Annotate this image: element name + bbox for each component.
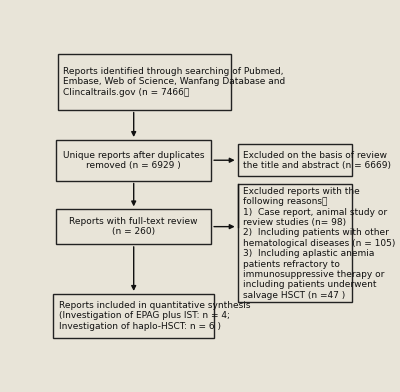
FancyBboxPatch shape: [56, 209, 211, 244]
Text: Reports with full-text review
(n = 260): Reports with full-text review (n = 260): [70, 217, 198, 236]
Text: Excluded reports with the
following reasons：
1)  Case report, animal study or
re: Excluded reports with the following reas…: [243, 187, 396, 300]
Text: Excluded on the basis of review
the title and abstract (n = 6669): Excluded on the basis of review the titl…: [243, 151, 391, 170]
Text: Reports included in quantitative synthesis
(Investigation of EPAG plus IST: n = : Reports included in quantitative synthes…: [59, 301, 250, 330]
Text: Unique reports after duplicates
removed (n = 6929 ): Unique reports after duplicates removed …: [63, 151, 204, 170]
FancyBboxPatch shape: [58, 54, 231, 110]
Text: Reports identified through searching of Pubmed,
Embase, Web of Science, Wanfang : Reports identified through searching of …: [63, 67, 286, 97]
FancyBboxPatch shape: [53, 294, 214, 338]
FancyBboxPatch shape: [238, 184, 352, 302]
FancyBboxPatch shape: [56, 140, 211, 181]
FancyBboxPatch shape: [238, 144, 352, 176]
